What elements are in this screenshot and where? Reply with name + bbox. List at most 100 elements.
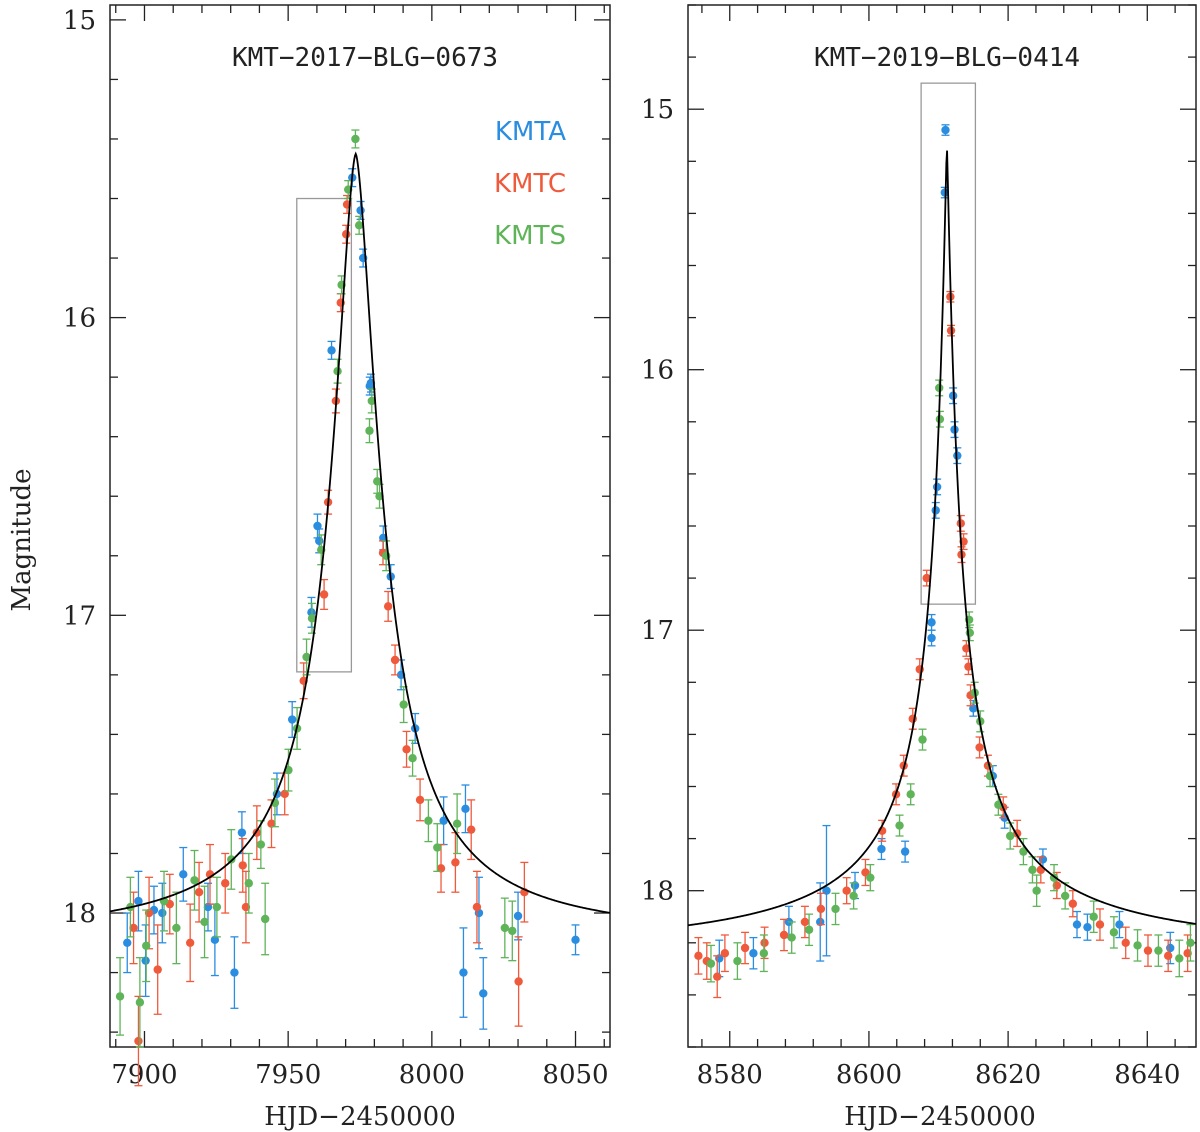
highlight-box: [296, 197, 353, 673]
data-point: [706, 959, 716, 968]
data-point: [314, 536, 324, 546]
y-tick-label: 17: [641, 616, 674, 646]
y-tick-label: 15: [63, 6, 96, 36]
data-point: [142, 941, 151, 950]
data-point: [373, 477, 382, 486]
data-point: [383, 602, 393, 611]
data-point: [408, 754, 417, 763]
data-point: [941, 125, 950, 135]
y-tick-label: 15: [641, 95, 674, 125]
data-point: [964, 662, 973, 671]
data-point: [390, 655, 400, 665]
data-point: [190, 876, 199, 885]
data-point: [1068, 899, 1078, 908]
data-point: [740, 943, 750, 953]
data-point: [927, 633, 936, 643]
data-point: [134, 1036, 143, 1046]
series-kmts: [115, 129, 517, 1048]
data-point: [927, 618, 936, 627]
data-point: [452, 819, 462, 828]
data-point: [237, 828, 247, 837]
data-point: [831, 904, 840, 914]
data-point: [451, 858, 460, 867]
data-point: [134, 896, 143, 906]
data-point: [779, 930, 789, 940]
data-point: [244, 879, 253, 888]
data-point: [267, 819, 276, 828]
y-axis-title: Magnitude: [7, 468, 37, 611]
data-point: [241, 902, 251, 912]
data-point: [260, 914, 270, 924]
data-point: [367, 396, 376, 406]
data-point: [467, 825, 476, 834]
data-point: [461, 804, 470, 814]
data-point: [313, 521, 322, 531]
data-point: [1175, 954, 1184, 963]
data-point: [354, 221, 364, 230]
y-tick-label: 18: [63, 899, 96, 929]
data-point: [230, 968, 239, 977]
x-tick-label: 7900: [111, 1060, 177, 1090]
data-point: [227, 855, 236, 864]
data-point: [472, 902, 482, 912]
data-point: [713, 972, 722, 981]
data-point: [200, 917, 209, 927]
data-point: [1143, 946, 1153, 955]
data-point: [787, 933, 796, 942]
data-point: [1072, 920, 1082, 929]
panel-title: KMT−2017−BLG−0673: [232, 43, 498, 73]
data-point: [804, 925, 814, 934]
data-point: [733, 956, 742, 966]
x-axis-title: HJD−2450000: [264, 1102, 456, 1132]
data-point: [866, 873, 875, 882]
data-point: [1060, 891, 1070, 901]
data-point: [1019, 847, 1028, 856]
data-point: [327, 346, 336, 355]
y-tick-label: 18: [641, 877, 674, 907]
x-tick-label: 7950: [255, 1060, 321, 1090]
data-point: [931, 506, 940, 515]
data-point: [842, 886, 851, 895]
data-point: [1052, 881, 1062, 890]
data-point: [221, 879, 230, 888]
data-point: [123, 938, 132, 947]
data-point: [1154, 946, 1163, 955]
data-point: [319, 590, 329, 599]
panel-right: 8580 8600 8620 8640 15 16 17 18 KMT−2019−BLG−04…: [641, 4, 1197, 1132]
data-point: [436, 864, 446, 873]
data-point: [238, 861, 247, 870]
data-point: [500, 923, 510, 933]
data-point: [720, 949, 730, 958]
data-point: [129, 923, 138, 933]
data-point: [210, 935, 220, 945]
y-tick-label: 16: [641, 356, 674, 386]
data-point: [433, 843, 442, 852]
data-point: [760, 938, 769, 947]
data-point: [571, 935, 580, 945]
data-point: [1005, 831, 1015, 841]
data-point: [144, 908, 154, 918]
data-point: [900, 847, 910, 856]
series-kmts: [706, 379, 1195, 983]
data-point: [895, 821, 904, 830]
legend-item-kmta: KMTA: [495, 117, 566, 147]
data-point: [287, 715, 297, 724]
data-point: [932, 482, 942, 492]
data-point: [424, 816, 433, 825]
data-point: [800, 917, 810, 927]
legend-item-kmtc: KMTC: [494, 169, 566, 199]
y-tick-label: 16: [63, 304, 96, 334]
series-kmtc: [129, 194, 529, 1087]
x-tick-label: 8580: [697, 1060, 763, 1090]
x-tick-label: 8050: [542, 1060, 608, 1090]
data-point: [1186, 938, 1195, 947]
x-tick-label: 8620: [975, 1060, 1041, 1090]
data-point: [922, 573, 931, 583]
highlight-box: [920, 82, 977, 605]
data-point: [194, 887, 204, 897]
data-point: [307, 614, 317, 623]
data-point: [439, 816, 448, 825]
data-point: [1032, 886, 1041, 895]
model-curve: [109, 151, 611, 914]
data-point: [1115, 920, 1124, 929]
